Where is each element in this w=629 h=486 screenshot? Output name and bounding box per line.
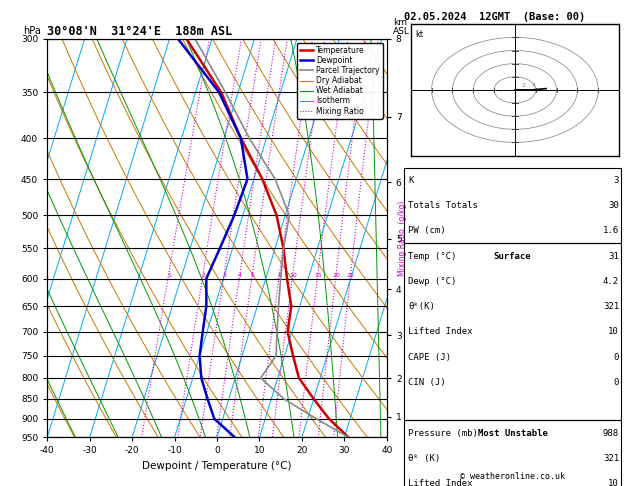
Bar (404, 243, 621, 420)
Text: 5: 5 (250, 273, 254, 278)
Text: 1.6: 1.6 (603, 226, 619, 235)
Text: 25: 25 (347, 273, 355, 278)
Text: Pressure (mb): Pressure (mb) (408, 429, 478, 437)
Text: © weatheronline.co.uk: © weatheronline.co.uk (460, 472, 565, 481)
Text: 988: 988 (603, 429, 619, 437)
Text: 1: 1 (167, 273, 171, 278)
Text: 10: 10 (289, 273, 297, 278)
Text: Most Unstable: Most Unstable (477, 429, 548, 437)
Text: 3: 3 (614, 176, 619, 185)
Text: 4.2: 4.2 (603, 277, 619, 286)
Text: CIN (J): CIN (J) (408, 378, 446, 387)
Bar (404, 420, 621, 486)
Text: θᵏ(K): θᵏ(K) (408, 302, 435, 311)
Text: CAPE (J): CAPE (J) (408, 353, 452, 362)
Text: 20: 20 (332, 273, 340, 278)
Text: Dewp (°C): Dewp (°C) (408, 277, 457, 286)
Text: 30°08'N  31°24'E  188m ASL: 30°08'N 31°24'E 188m ASL (47, 25, 233, 38)
Text: 10: 10 (608, 328, 619, 336)
Text: 30: 30 (608, 201, 619, 210)
Text: Totals Totals: Totals Totals (408, 201, 478, 210)
Text: 3: 3 (223, 273, 226, 278)
Text: km
ASL: km ASL (393, 18, 410, 36)
Text: Lifted Index: Lifted Index (408, 328, 473, 336)
Text: PW (cm): PW (cm) (408, 226, 446, 235)
Text: 15: 15 (314, 273, 322, 278)
Text: 0: 0 (614, 378, 619, 387)
Text: 321: 321 (603, 302, 619, 311)
Text: Surface: Surface (494, 252, 532, 260)
Text: Temp (°C): Temp (°C) (408, 252, 457, 260)
Text: K: K (408, 176, 414, 185)
Text: 02.05.2024  12GMT  (Base: 00): 02.05.2024 12GMT (Base: 00) (404, 12, 585, 22)
Bar (404, 168, 621, 243)
Text: θᵏ (K): θᵏ (K) (408, 454, 441, 463)
Legend: Temperature, Dewpoint, Parcel Trajectory, Dry Adiabat, Wet Adiabat, Isotherm, Mi: Temperature, Dewpoint, Parcel Trajectory… (297, 43, 383, 119)
Text: 321: 321 (603, 454, 619, 463)
Text: Mixing Ratio  (g/kg): Mixing Ratio (g/kg) (398, 200, 407, 276)
X-axis label: Dewpoint / Temperature (°C): Dewpoint / Temperature (°C) (142, 461, 292, 471)
Text: 0: 0 (614, 353, 619, 362)
Text: Lifted Index: Lifted Index (408, 479, 473, 486)
Text: 8: 8 (277, 273, 282, 278)
Text: 31: 31 (608, 252, 619, 260)
Text: hPa: hPa (23, 26, 41, 36)
Text: 2: 2 (201, 273, 205, 278)
Text: 10: 10 (608, 479, 619, 486)
Text: 4: 4 (238, 273, 242, 278)
